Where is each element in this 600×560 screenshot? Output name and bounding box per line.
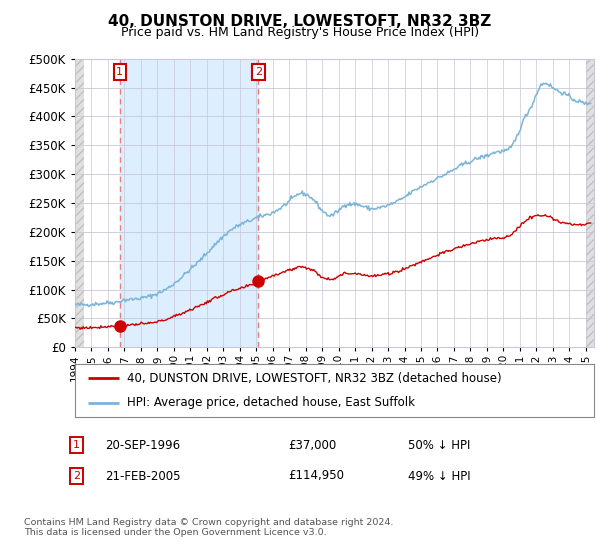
Text: 20-SEP-1996: 20-SEP-1996 — [105, 438, 180, 452]
Bar — [75, 59, 84, 347]
Bar — [586, 59, 594, 347]
Bar — [120, 59, 259, 347]
Text: 40, DUNSTON DRIVE, LOWESTOFT, NR32 3BZ (detached house): 40, DUNSTON DRIVE, LOWESTOFT, NR32 3BZ (… — [127, 372, 502, 385]
Text: 1: 1 — [73, 440, 80, 450]
Text: 40, DUNSTON DRIVE, LOWESTOFT, NR32 3BZ: 40, DUNSTON DRIVE, LOWESTOFT, NR32 3BZ — [109, 14, 491, 29]
Text: £114,950: £114,950 — [288, 469, 344, 483]
Text: HPI: Average price, detached house, East Suffolk: HPI: Average price, detached house, East… — [127, 396, 415, 409]
Text: 49% ↓ HPI: 49% ↓ HPI — [408, 469, 470, 483]
Text: £37,000: £37,000 — [288, 438, 336, 452]
Text: 2: 2 — [73, 471, 80, 481]
Text: 1: 1 — [116, 67, 124, 77]
Text: 2: 2 — [255, 67, 262, 77]
Text: Contains HM Land Registry data © Crown copyright and database right 2024.
This d: Contains HM Land Registry data © Crown c… — [24, 518, 394, 538]
Text: 21-FEB-2005: 21-FEB-2005 — [105, 469, 181, 483]
Text: 50% ↓ HPI: 50% ↓ HPI — [408, 438, 470, 452]
Text: Price paid vs. HM Land Registry's House Price Index (HPI): Price paid vs. HM Land Registry's House … — [121, 26, 479, 39]
